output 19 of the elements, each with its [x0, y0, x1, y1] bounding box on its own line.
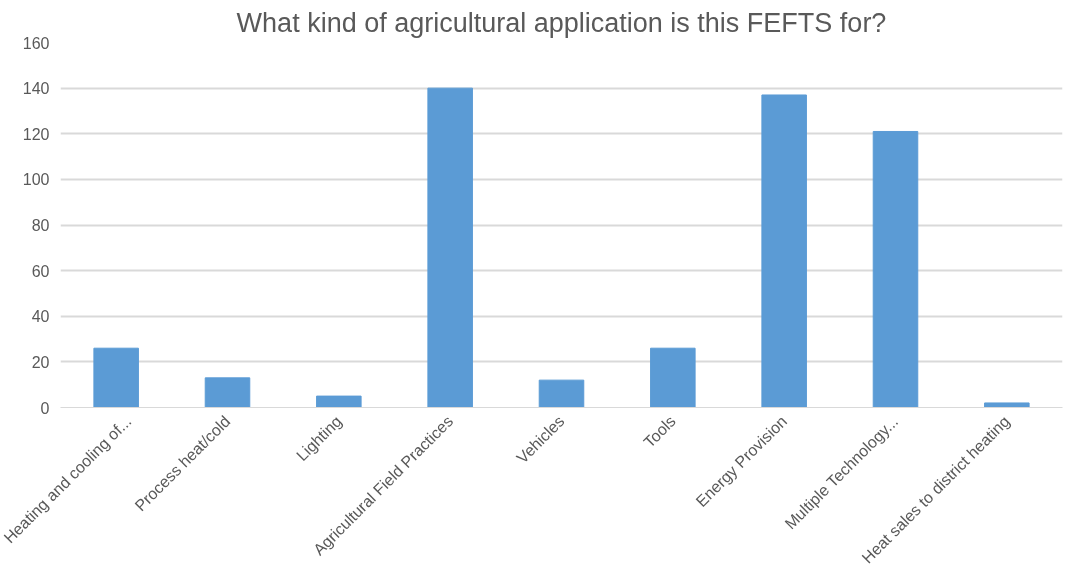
- chart-title: What kind of agricultural application is this FEFTS for?: [236, 7, 887, 38]
- y-tick-label: 60: [31, 262, 50, 280]
- y-tick-label: 20: [31, 353, 50, 371]
- bar: [204, 377, 251, 408]
- bar: [984, 402, 1030, 408]
- y-tick-label: 100: [22, 171, 50, 189]
- y-tick-label: 160: [22, 34, 50, 52]
- y-tick-label: 40: [31, 308, 50, 326]
- bar: [93, 347, 139, 408]
- bar: [316, 395, 362, 408]
- bar: [761, 94, 807, 408]
- bar: [650, 347, 696, 408]
- y-tick-label: 120: [22, 125, 50, 143]
- y-tick-label: 140: [22, 80, 50, 98]
- bar: [538, 379, 585, 408]
- y-tick-label: 80: [31, 217, 50, 234]
- y-tick-label: 0: [40, 399, 50, 417]
- bar: [427, 87, 473, 408]
- bar: [872, 130, 919, 408]
